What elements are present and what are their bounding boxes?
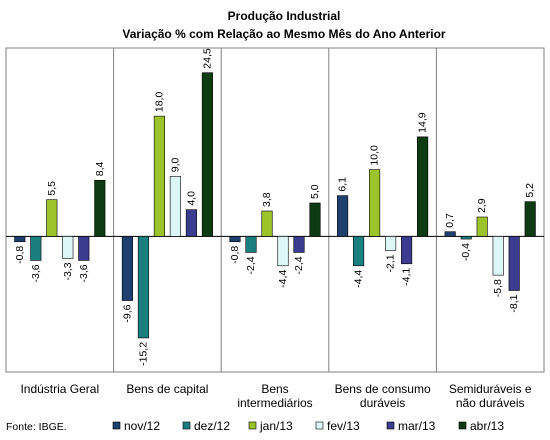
- data-label: -5,8: [492, 279, 504, 297]
- category-label: Bens de capital: [126, 382, 208, 396]
- data-label: -9,6: [121, 304, 133, 322]
- legend-swatch: [386, 421, 395, 430]
- category-label: Bens de consumo: [335, 382, 431, 396]
- data-label: 5,0: [309, 184, 321, 199]
- category-label: não duráveis: [456, 396, 525, 410]
- data-label: 0,7: [444, 213, 456, 228]
- legend-swatch: [182, 421, 191, 430]
- bar: [14, 236, 26, 243]
- data-label: 10,0: [369, 145, 381, 166]
- data-label: 6,1: [337, 177, 349, 192]
- data-label: -2,4: [293, 256, 305, 274]
- data-labels: -0,8 -3,6 5,5 -3,3 -3,6 8,4 -9,6 -15,2 18,0 9,0 4,…: [14, 48, 536, 366]
- data-label: -2,4: [245, 256, 257, 274]
- category-label: duráveis: [360, 396, 405, 410]
- bar: [153, 115, 165, 237]
- data-label: -2,1: [385, 254, 397, 272]
- bar: [62, 236, 74, 259]
- bar: [293, 236, 305, 253]
- data-label: 18,0: [153, 92, 165, 113]
- bar: [201, 72, 213, 237]
- bar: [121, 236, 133, 301]
- legend: nov/12 dez/12 jan/13 fev/13 mar/13 abr/13: [112, 419, 504, 433]
- data-label: 2,9: [476, 198, 488, 213]
- data-label: -4,1: [401, 268, 413, 286]
- legend-swatch: [458, 421, 467, 430]
- bar: [185, 209, 197, 237]
- data-label: 9,0: [169, 158, 181, 173]
- category-label: Semiduráveis e: [449, 382, 532, 396]
- data-label: 5,2: [524, 183, 536, 198]
- bar: [444, 231, 456, 237]
- category-labels: Indústria Geral Bens de capital Bensinterm…: [20, 382, 531, 410]
- bar: [460, 236, 472, 240]
- chart-title: Produção Industrial: [228, 9, 341, 23]
- bar: [492, 236, 504, 276]
- data-label: -4,4: [353, 270, 365, 288]
- legend-label: dez/12: [194, 419, 230, 433]
- bar: [277, 236, 289, 267]
- bar: [385, 236, 397, 251]
- data-label: 8,4: [94, 162, 106, 177]
- data-label: -3,6: [78, 264, 90, 282]
- data-label: 4,0: [185, 191, 197, 206]
- legend-swatch: [315, 421, 324, 430]
- data-label: 14,9: [417, 112, 429, 133]
- data-label: -3,3: [62, 262, 74, 280]
- bar: [524, 201, 536, 237]
- bar: [94, 179, 106, 237]
- bar: [169, 175, 181, 237]
- bar: [353, 236, 365, 267]
- category-label: Bens: [261, 382, 288, 396]
- data-label: 5,5: [46, 181, 58, 196]
- bar: [369, 169, 381, 237]
- legend-label: fev/13: [327, 419, 360, 433]
- bar: [417, 136, 429, 237]
- category-label: Indústria Geral: [20, 382, 99, 396]
- legend-label: jan/13: [259, 419, 293, 433]
- legend-swatch: [112, 421, 121, 430]
- data-label: -0,8: [229, 246, 241, 264]
- data-label: -3,6: [30, 264, 42, 282]
- data-label: -15,2: [137, 342, 149, 366]
- plot-area: [5, 47, 545, 373]
- data-label: -0,8: [14, 246, 26, 264]
- bar: [30, 236, 42, 261]
- data-label: -8,1: [508, 294, 520, 312]
- category-dividers: [113, 48, 437, 372]
- legend-label: nov/12: [124, 419, 160, 433]
- bar: [229, 236, 241, 243]
- data-label: -4,4: [277, 270, 289, 288]
- bar: [245, 236, 257, 253]
- bar: [309, 202, 321, 237]
- bar: [401, 236, 413, 265]
- bar: [508, 236, 520, 291]
- bar: [46, 199, 58, 237]
- bar: [261, 210, 273, 237]
- bar: [137, 236, 149, 339]
- chart-subtitle: Variação % com Relação ao Mesmo Mês do A…: [122, 27, 446, 41]
- source-note: Fonte: IBGE.: [6, 421, 67, 433]
- data-label: 24,5: [201, 48, 213, 69]
- category-label: intermediários: [237, 396, 312, 410]
- legend-swatch: [248, 421, 257, 430]
- legend-label: mar/13: [398, 419, 436, 433]
- legend-label: abr/13: [470, 419, 504, 433]
- bar: [337, 195, 349, 237]
- bars: [14, 72, 536, 339]
- data-label: 3,8: [261, 192, 273, 207]
- bar: [476, 216, 488, 237]
- bar: [78, 236, 90, 261]
- data-label: -0,4: [460, 243, 472, 261]
